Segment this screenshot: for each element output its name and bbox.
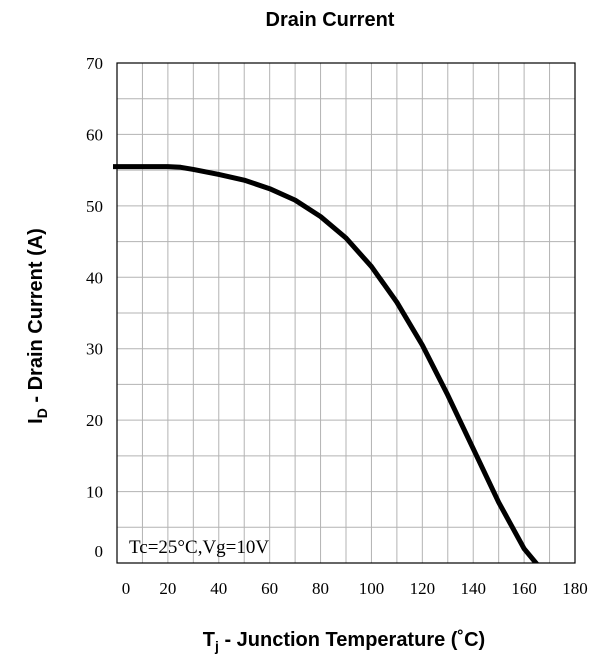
x-tick-label: 160	[511, 579, 537, 598]
y-tick-label: 0	[95, 542, 104, 561]
grid	[117, 63, 575, 563]
y-tick-label: 60	[86, 125, 103, 144]
y-axis-title: ID - Drain Current (A)	[25, 228, 50, 424]
x-tick-labels: 0 20 40 60 80 100 120 140 160 180	[122, 579, 588, 598]
x-tick-label: 40	[210, 579, 227, 598]
x-axis-title-subscript: j	[214, 638, 219, 654]
x-tick-label: 0	[122, 579, 131, 598]
y-tick-labels: 0 10 20 30 40 50 60 70	[86, 54, 103, 561]
x-tick-label: 180	[562, 579, 588, 598]
x-axis-title-main: T	[203, 629, 215, 651]
curve-group	[113, 164, 540, 563]
x-tick-label: 20	[159, 579, 176, 598]
x-tick-label: 100	[359, 579, 385, 598]
test-conditions-annotation: Tc=25°C,Vg=10V	[129, 537, 269, 558]
x-tick-label: 120	[410, 579, 436, 598]
y-axis-title-main: I	[25, 418, 47, 424]
drain-current-curve	[113, 164, 540, 563]
y-axis-title-subscript: D	[34, 408, 50, 418]
y-axis-title-rest: - Drain Current (A)	[25, 228, 47, 408]
x-tick-label: 60	[261, 579, 278, 598]
x-axis-title-rest: - Junction Temperature (˚C)	[219, 628, 485, 651]
y-tick-label: 40	[86, 268, 103, 287]
y-tick-label: 30	[86, 340, 103, 359]
y-tick-label: 10	[86, 483, 103, 502]
y-tick-label: 20	[86, 411, 103, 430]
x-tick-label: 80	[312, 579, 329, 598]
y-tick-label: 70	[86, 54, 103, 73]
x-tick-label: 140	[460, 579, 486, 598]
y-tick-label: 50	[86, 197, 103, 216]
x-axis-title: Tj - Junction Temperature (˚C)	[203, 628, 485, 654]
plot-frame	[116, 62, 576, 564]
chart-title: Drain Current	[266, 9, 395, 31]
